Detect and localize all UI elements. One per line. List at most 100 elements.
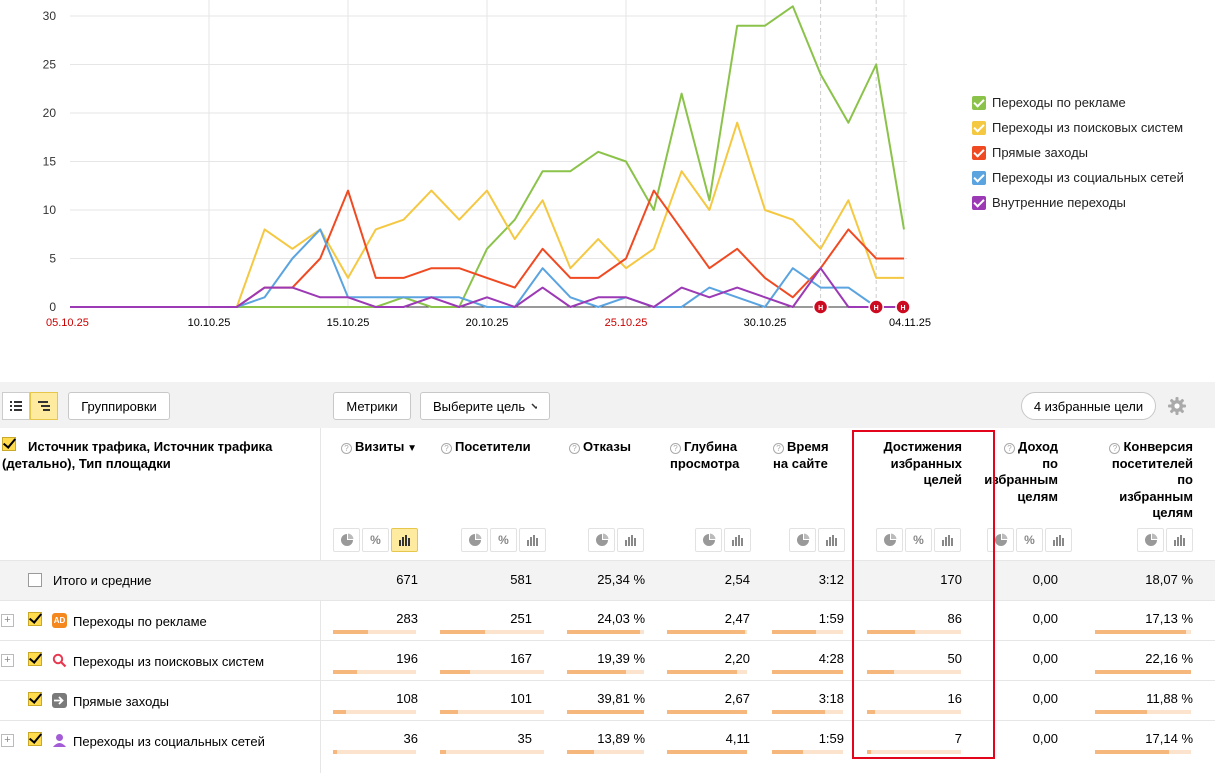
metrics-button[interactable]: Метрики [333,392,411,420]
value-bar-fill [867,670,895,674]
percent-icon[interactable]: % [1016,528,1043,552]
table-row[interactable]: + Переходы из поисковых систем 196 167 19,39… [0,640,1215,680]
row-checkbox[interactable] [28,692,42,706]
pie-chart-icon[interactable] [461,528,488,552]
bar-chart-icon[interactable] [1045,528,1072,552]
annotation-marker[interactable]: Н [895,299,911,315]
pie-chart-icon[interactable] [1137,528,1164,552]
y-tick-label: 20 [43,106,57,120]
bar-chart-icon[interactable] [519,528,546,552]
cell-value: 196 [396,651,418,666]
legend-checkbox[interactable] [972,120,986,135]
help-icon[interactable]: ? [341,443,352,454]
tree-view-button[interactable] [30,392,58,420]
percent-icon[interactable]: % [362,528,389,552]
pie-chart-icon[interactable] [789,528,816,552]
row-label: Итого и средние [53,573,152,588]
legend-item[interactable]: Прямые заходы [972,140,1184,165]
bar-chart-icon[interactable] [617,528,644,552]
row-checkbox[interactable] [28,612,42,626]
groupings-button[interactable]: Группировки [68,392,170,420]
column-header[interactable]: ? Доход по избранным целям [978,439,1058,505]
table-row[interactable]: + Переходы из социальных сетей 36 35 13,89 %… [0,720,1215,760]
cell-value: 108 [396,691,418,706]
value-bar [667,630,747,634]
bar-chart-icon[interactable] [724,528,751,552]
legend-checkbox[interactable] [972,95,986,110]
cell-value: 13,89 % [597,731,645,746]
bar-chart-icon[interactable] [391,528,418,552]
legend-checkbox[interactable] [972,145,986,160]
help-icon[interactable]: ? [773,443,784,454]
sort-desc-icon[interactable]: ▼ [404,443,417,454]
cell-value: 0,00 [1032,651,1058,666]
expand-icon[interactable]: + [1,654,14,667]
percent-icon[interactable]: % [905,528,932,552]
column-header-label: просмотра [670,455,740,471]
cell-value: 101 [510,691,532,706]
legend-item[interactable]: Внутренние переходы [972,190,1184,215]
cell-value: 283 [396,611,418,626]
bar-chart-icon[interactable] [1166,528,1193,552]
row-checkbox[interactable] [28,573,42,587]
bar-chart-icon[interactable] [818,528,845,552]
bar-chart-icon[interactable] [934,528,961,552]
column-header-label: по [1177,472,1193,487]
legend-item[interactable]: Переходы из социальных сетей [972,165,1184,190]
table-row[interactable]: Прямые заходы 108 101 39,81 % 2,67 3:18 16 0,00… [0,680,1215,720]
legend-checkbox[interactable] [972,195,986,210]
table-row[interactable]: + AD Переходы по рекламе 283 251 24,03 % 2,47 1… [0,600,1215,640]
help-icon[interactable]: ? [1004,443,1016,454]
value-bar [567,630,644,634]
pie-chart-icon[interactable] [333,528,360,552]
column-header[interactable]: ? Время на сайте [773,439,829,472]
cell-value: 167 [510,651,532,666]
cell-value: 35 [517,731,532,746]
help-icon[interactable]: ? [670,443,681,454]
expand-icon[interactable]: + [1,734,14,747]
value-bar-fill [772,630,817,634]
column-header[interactable]: ? Визиты ▼ [341,439,417,458]
gear-icon[interactable] [1167,396,1187,416]
pie-chart-icon[interactable] [588,528,615,552]
column-header[interactable]: ? Отказы [569,439,631,456]
legend-item[interactable]: Переходы из поисковых систем [972,115,1184,140]
cell-value: 4:28 [818,651,844,666]
pie-chart-icon[interactable] [987,528,1014,552]
display-mode-group: % [461,528,546,552]
help-icon[interactable]: ? [441,443,452,454]
x-tick-label: 15.10.25 [327,317,370,329]
row-checkbox[interactable] [28,732,42,746]
value-bar-fill [667,630,745,634]
list-view-button[interactable] [2,392,30,420]
annotation-marker[interactable]: Н [812,299,829,315]
favorite-goals-button[interactable]: 4 избранные цели [1021,392,1156,420]
value-bar [333,750,416,754]
column-header[interactable]: ? Глубина просмотра [670,439,739,472]
help-icon[interactable]: ? [569,443,580,454]
value-bar [333,630,416,634]
expand-icon[interactable]: + [1,614,14,627]
annotation-marker[interactable]: Н [868,299,884,315]
cell-value: 3:12 [818,572,844,587]
pie-chart-icon[interactable] [695,528,722,552]
cell-value: 2,47 [724,611,750,626]
column-header-label: по [1042,455,1058,471]
cell-value: 11,88 % [1146,691,1193,706]
header-select-all-checkbox[interactable] [2,437,16,451]
column-header[interactable]: Достижения избранных целей [852,439,962,489]
percent-icon[interactable]: % [490,528,517,552]
legend-checkbox[interactable] [972,170,986,185]
column-header[interactable]: ? Посетители [441,439,531,456]
pie-chart-icon[interactable] [876,528,903,552]
cell-value: 86 [947,611,962,626]
row-checkbox[interactable] [28,652,42,666]
chevron-down-icon [531,403,537,409]
x-tick-label: 30.10.25 [744,317,787,329]
value-bar [333,670,416,674]
help-icon[interactable]: ? [1109,443,1121,454]
list-icon [10,401,22,411]
legend-item[interactable]: Переходы по рекламе [972,90,1184,115]
goal-select[interactable]: Выберите цель [420,392,550,420]
column-header[interactable]: ? Конверсия посетителей по избранным целям [1088,439,1193,522]
